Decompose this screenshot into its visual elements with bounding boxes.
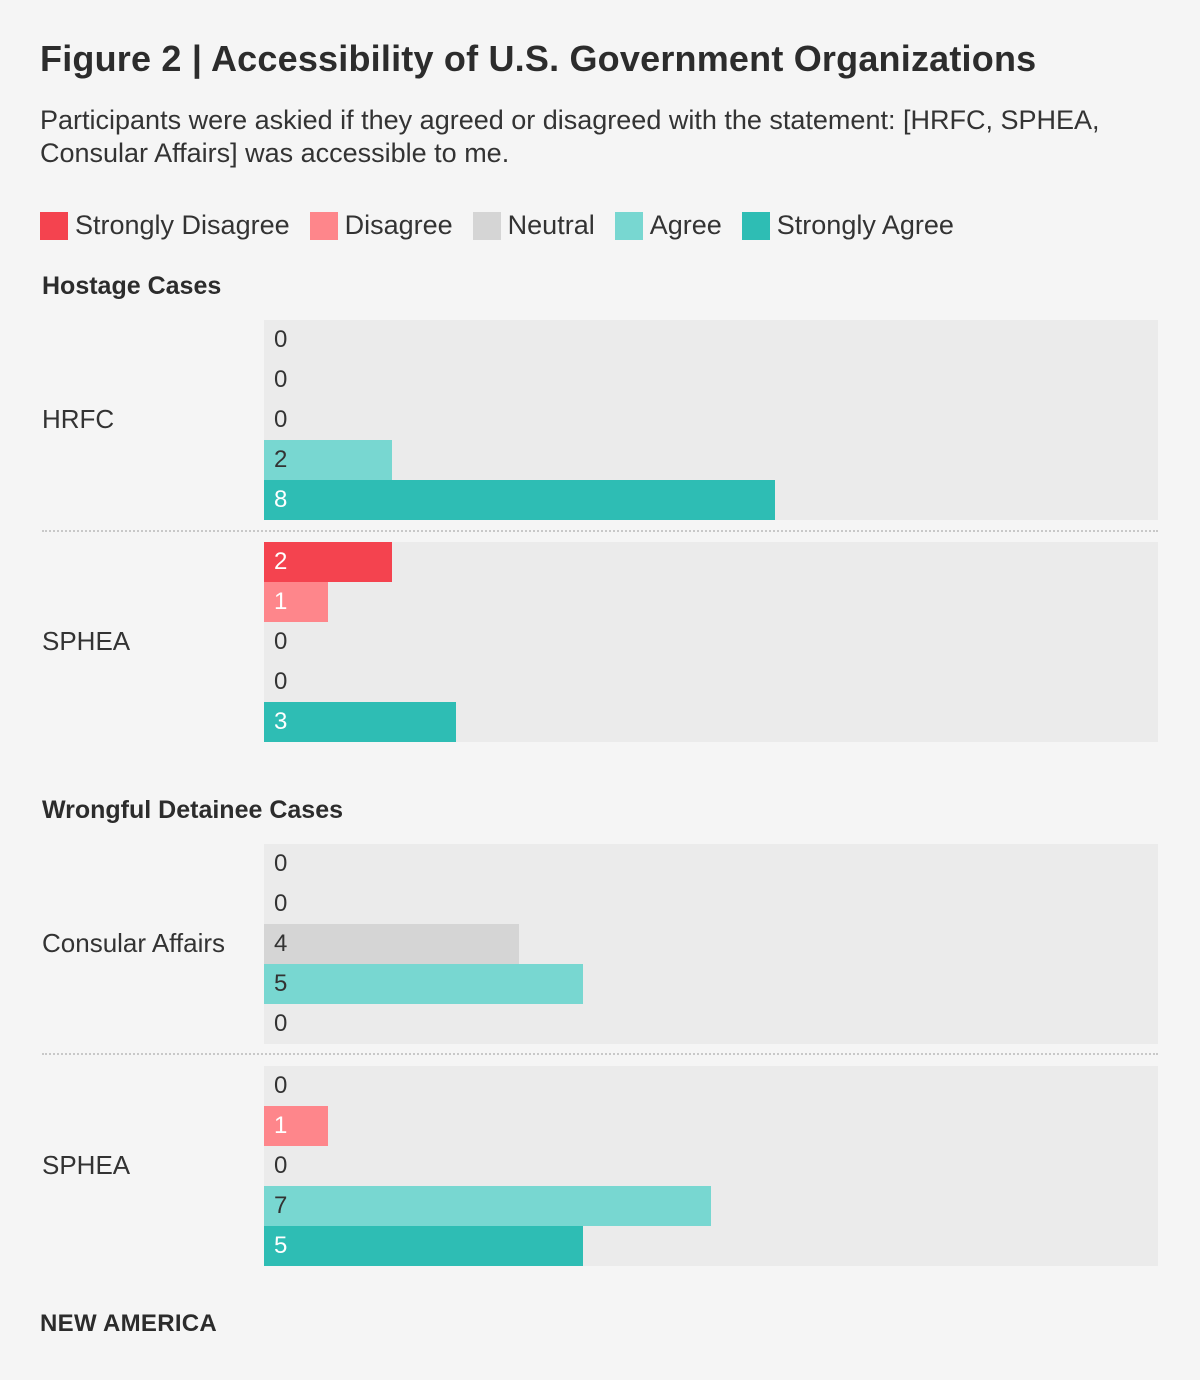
data-label: 4 [274,930,288,957]
data-label: 5 [274,1232,288,1259]
data-label: 0 [274,890,288,917]
footer-brand: NEW AMERICA [40,1310,218,1337]
section-title: Hostage Cases [42,272,222,300]
bar-strongly-agree [264,1226,584,1266]
data-label: 0 [274,1072,288,1099]
bar-agree [264,440,392,480]
bar-strongly-agree [264,480,775,520]
legend-label: Strongly Agree [776,210,954,240]
data-label: 0 [274,406,288,433]
data-label: 0 [274,850,288,877]
data-label: 0 [274,326,288,353]
data-label: 0 [274,1152,288,1179]
data-label: 0 [274,628,288,655]
bar-disagree [264,582,328,622]
legend-item-agree: Agree [614,210,722,241]
group-label: Consular Affairs [42,928,226,958]
bar-strongly-agree [264,702,456,742]
data-label: 1 [274,1112,288,1139]
section-title: Wrongful Detainee Cases [42,796,344,824]
data-label: 0 [274,1010,288,1037]
legend-swatch [614,211,643,240]
legend-label: Disagree [344,210,453,240]
data-label: 2 [274,548,288,575]
bar-disagree [264,1106,328,1146]
legend-swatch [741,211,770,240]
legend-item-neutral: Neutral [472,210,595,241]
bar-neutral [264,924,520,964]
bar-strongly-disagree [264,542,392,582]
legend-swatch [40,211,68,240]
data-label: 0 [274,668,288,695]
data-label: 7 [274,1192,288,1219]
legend-swatch [472,211,501,240]
data-label: 1 [274,588,288,615]
data-label: 5 [274,970,288,997]
bar-agree [264,964,584,1004]
data-label: 2 [274,446,288,473]
data-label: 3 [274,708,288,735]
group-divider [42,1053,1158,1055]
chart-title: Figure 2 | Accessibility of U.S. Governm… [40,38,1037,79]
legend: Strongly Disagree Disagree Neutral Agree… [40,210,974,241]
legend-item-disagree: Disagree [309,210,453,241]
legend-label: Neutral [507,210,595,240]
legend-item-strongly-disagree: Strongly Disagree [40,210,290,241]
group-divider [42,530,1158,532]
bar-agree [264,1186,711,1226]
group-label: SPHEA [42,1150,131,1180]
data-label: 8 [274,486,288,513]
group-label: SPHEA [42,626,131,656]
legend-label: Agree [649,210,722,240]
legend-label: Strongly Disagree [75,210,290,240]
data-label: 0 [274,366,288,393]
chart-subtitle: Participants were askied if they agreed … [40,105,1100,168]
group-label: HRFC [42,404,115,434]
legend-item-strongly-agree: Strongly Agree [741,210,954,241]
legend-swatch [309,211,338,240]
